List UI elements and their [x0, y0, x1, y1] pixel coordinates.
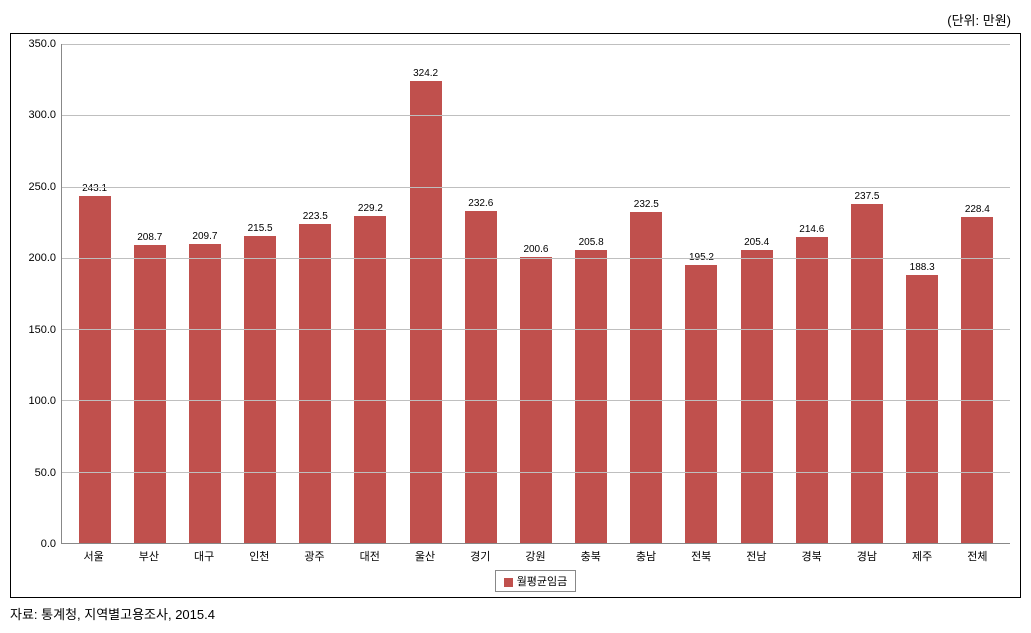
y-tick-label: 150.0 — [28, 324, 56, 336]
bar-group: 205.4 — [729, 44, 784, 543]
bar — [189, 244, 221, 543]
bar-value-label: 214.6 — [799, 224, 824, 235]
bar — [354, 216, 386, 543]
bar — [410, 81, 442, 543]
x-tick-label: 강원 — [508, 548, 563, 564]
bar-group: 188.3 — [895, 44, 950, 543]
bar-group: 209.7 — [177, 44, 232, 543]
x-tick-label: 충북 — [563, 548, 618, 564]
bar — [465, 211, 497, 543]
bar — [741, 250, 773, 543]
bar-group: 232.6 — [453, 44, 508, 543]
bar-value-label: 188.3 — [910, 262, 935, 273]
bar-value-label: 223.5 — [303, 211, 328, 222]
bar-group: 243.1 — [67, 44, 122, 543]
x-tick-label: 전남 — [729, 548, 784, 564]
legend-color-box — [504, 578, 513, 587]
x-tick-label: 대전 — [342, 548, 397, 564]
x-tick-label: 울산 — [397, 548, 452, 564]
bar — [134, 245, 166, 543]
gridline — [62, 44, 1010, 45]
bar-group: 214.6 — [784, 44, 839, 543]
x-tick-label: 서울 — [66, 548, 121, 564]
bar-value-label: 228.4 — [965, 204, 990, 215]
y-tick-label: 50.0 — [35, 467, 56, 479]
x-axis: 서울부산대구인천광주대전울산경기강원충북충남전북전남경북경남제주전체 — [61, 548, 1010, 564]
bar — [630, 212, 662, 543]
bar-group: 228.4 — [950, 44, 1005, 543]
bar — [244, 236, 276, 543]
legend: 월평균임금 — [495, 570, 577, 592]
y-tick-label: 200.0 — [28, 252, 56, 264]
bar-group: 324.2 — [398, 44, 453, 543]
plot-area: 243.1 208.7 209.7 215.5 223.5 229.2 324.2 232.6… — [61, 44, 1010, 544]
x-tick-label: 광주 — [287, 548, 342, 564]
bar-value-label: 232.6 — [468, 198, 493, 209]
x-tick-label: 충남 — [618, 548, 673, 564]
bar-value-label: 205.8 — [579, 237, 604, 248]
gridline — [62, 258, 1010, 259]
gridline — [62, 400, 1010, 401]
y-tick-label: 100.0 — [28, 395, 56, 407]
bar-value-label: 208.7 — [137, 232, 162, 243]
bar-value-label: 215.5 — [248, 223, 273, 234]
bar — [575, 250, 607, 543]
bar-group: 195.2 — [674, 44, 729, 543]
x-tick-label: 경남 — [839, 548, 894, 564]
bar-group: 205.8 — [564, 44, 619, 543]
x-tick-label: 인천 — [232, 548, 287, 564]
y-tick-label: 250.0 — [28, 181, 56, 193]
bar — [906, 275, 938, 543]
bar-group: 223.5 — [288, 44, 343, 543]
x-tick-label: 전북 — [674, 548, 729, 564]
y-tick-label: 300.0 — [28, 109, 56, 121]
bar-value-label: 237.5 — [854, 191, 879, 202]
legend-label: 월평균임금 — [517, 576, 568, 588]
bar — [79, 196, 111, 543]
gridline — [62, 115, 1010, 116]
bar-value-label: 200.6 — [523, 244, 548, 255]
bar-value-label: 209.7 — [192, 231, 217, 242]
bar-group: 215.5 — [233, 44, 288, 543]
x-tick-label: 경기 — [453, 548, 508, 564]
bar — [961, 217, 993, 543]
x-tick-label: 부산 — [121, 548, 176, 564]
bar-value-label: 205.4 — [744, 237, 769, 248]
gridline — [62, 187, 1010, 188]
x-tick-label: 대구 — [176, 548, 231, 564]
bar-group: 200.6 — [508, 44, 563, 543]
y-tick-label: 0.0 — [41, 538, 56, 550]
bar-group: 229.2 — [343, 44, 398, 543]
x-tick-label: 경북 — [784, 548, 839, 564]
bar-value-label: 229.2 — [358, 203, 383, 214]
gridline — [62, 472, 1010, 473]
bar-value-label: 232.5 — [634, 199, 659, 210]
bar-value-label: 324.2 — [413, 68, 438, 79]
bar-value-label: 243.1 — [82, 183, 107, 194]
bar — [796, 237, 828, 543]
bars-container: 243.1 208.7 209.7 215.5 223.5 229.2 324.2 232.6… — [62, 44, 1010, 543]
x-tick-label: 제주 — [895, 548, 950, 564]
y-tick-label: 350.0 — [28, 38, 56, 50]
bar-group: 237.5 — [839, 44, 894, 543]
bar — [299, 224, 331, 543]
gridline — [62, 329, 1010, 330]
x-tick-label: 전체 — [950, 548, 1005, 564]
y-axis: 0.050.0100.0150.0200.0250.0300.0350.0 — [21, 44, 61, 544]
unit-label: (단위: 만원) — [10, 10, 1021, 29]
chart-area: 0.050.0100.0150.0200.0250.0300.0350.0 24… — [21, 44, 1010, 544]
chart-container: 0.0 50.0 100.0 150.0 200.0 250.0 300.0 350.0 24… — [10, 33, 1021, 598]
bar — [851, 204, 883, 543]
bar-group: 208.7 — [122, 44, 177, 543]
source-citation: 자료: 통계청, 지역별고용조사, 2015.4 — [10, 604, 1021, 623]
bar — [685, 265, 717, 543]
bar-group: 232.5 — [619, 44, 674, 543]
